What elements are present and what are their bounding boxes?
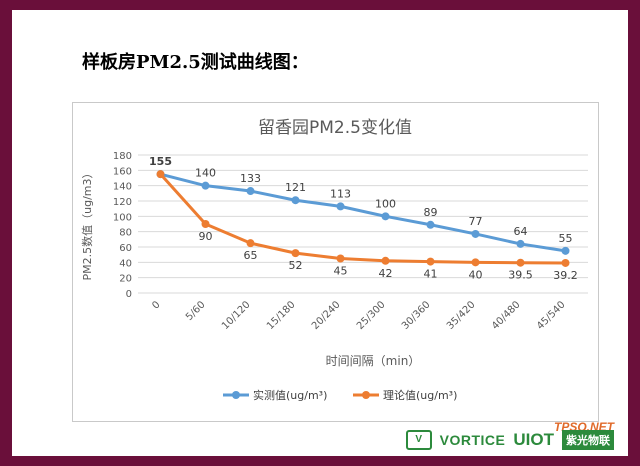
data-label: 155 — [149, 155, 172, 168]
data-label: 39.2 — [553, 269, 578, 282]
vortice-logo-icon: V — [405, 430, 432, 450]
y-tick-label: 120 — [113, 197, 132, 208]
data-label: 64 — [514, 225, 528, 238]
series-1-point — [201, 181, 210, 190]
y-tick-label: 140 — [113, 182, 132, 193]
x-tick-label: 30/360 — [400, 299, 433, 332]
data-label: 52 — [289, 259, 303, 272]
vortice-logo-text: VORTICE — [439, 432, 506, 448]
uiot-logo-text: UIOT — [513, 430, 554, 449]
series-1-point — [426, 220, 435, 229]
y-tick-label: 20 — [119, 274, 132, 285]
chart-title: 留香园PM2.5变化值 — [258, 118, 412, 138]
line-chart: 留香园PM2.5变化值 0 20 40 60 80 100 120 140 160 180 0 5/60… — [81, 118, 588, 402]
legend-label-2: 理论值(ug/m³) — [383, 388, 457, 402]
footer-logos: V VORTICE UIOT 紫光物联 — [405, 430, 614, 450]
legend-label-1: 实测值(ug/m³) — [253, 388, 327, 402]
series-1-point — [471, 229, 480, 238]
data-label: 121 — [285, 181, 306, 194]
series-2-point — [246, 239, 255, 248]
y-tick-label: 80 — [119, 228, 132, 239]
series-1-point — [516, 239, 525, 248]
x-axis-title: 时间间隔（min） — [326, 354, 421, 368]
series-1-point — [381, 212, 390, 221]
series-line-2 — [159, 173, 566, 265]
chart-panel: 留香园PM2.5变化值 0 20 40 60 80 100 120 140 160 180 0 5/60… — [72, 102, 599, 422]
data-label: 90 — [199, 230, 213, 243]
slide-heading: 样板房PM2.5测试曲线图： — [82, 52, 309, 73]
series-line-1 — [160, 172, 566, 253]
data-label: 40 — [469, 268, 483, 281]
y-tick-label: 160 — [113, 166, 132, 177]
slide: 样板房PM2.5测试曲线图： 留香园PM2.5变化值 0 20 40 60 80 100 12… — [12, 10, 628, 456]
data-label: 100 — [375, 197, 396, 210]
series-1-point — [291, 196, 300, 205]
x-tick-label: 0 — [150, 299, 162, 311]
y-tick-label: 100 — [113, 212, 132, 223]
x-tick-label: 25/300 — [355, 299, 388, 332]
series-1-point — [336, 202, 345, 211]
series-2-point — [201, 220, 210, 228]
series-2-point — [336, 254, 345, 263]
data-label: 41 — [424, 268, 438, 281]
y-tick-label: 60 — [119, 243, 132, 254]
y-axis-title: PM2.5数值（ug/m3） — [81, 168, 94, 281]
series-2-point — [381, 256, 390, 265]
series-1-point — [561, 246, 570, 255]
data-label: 55 — [559, 232, 573, 245]
data-label: 89 — [424, 206, 438, 219]
data-label: 45 — [334, 265, 348, 278]
y-tick-label: 180 — [113, 151, 132, 162]
x-tick-label: 15/180 — [265, 299, 298, 332]
data-label: 140 — [195, 167, 216, 180]
x-tick-label: 10/120 — [220, 299, 253, 332]
x-tick-label: 5/60 — [184, 299, 208, 323]
series-2-point — [426, 257, 435, 266]
series-2-point — [516, 258, 525, 267]
y-tick-label: 40 — [119, 258, 132, 269]
data-label: 77 — [469, 215, 483, 228]
data-label: 133 — [240, 172, 261, 185]
data-label: 39.5 — [508, 269, 533, 282]
series-1-point — [246, 187, 255, 196]
y-tick-label: 0 — [126, 289, 132, 300]
legend-marker-1 — [232, 391, 240, 399]
series-2-point — [156, 170, 165, 179]
series-2-point — [291, 249, 300, 258]
series-2-point — [471, 258, 480, 267]
series-2-point — [561, 258, 570, 267]
x-tick-label: 40/480 — [490, 299, 523, 332]
legend-marker-2 — [362, 391, 370, 399]
x-tick-label: 35/420 — [445, 299, 478, 332]
data-label: 113 — [330, 187, 351, 200]
x-tick-label: 45/540 — [535, 299, 568, 332]
data-label: 65 — [244, 249, 258, 262]
data-label: 42 — [379, 267, 393, 280]
x-tick-label: 20/240 — [310, 299, 343, 332]
brand-cn-label: 紫光物联 — [562, 430, 614, 450]
